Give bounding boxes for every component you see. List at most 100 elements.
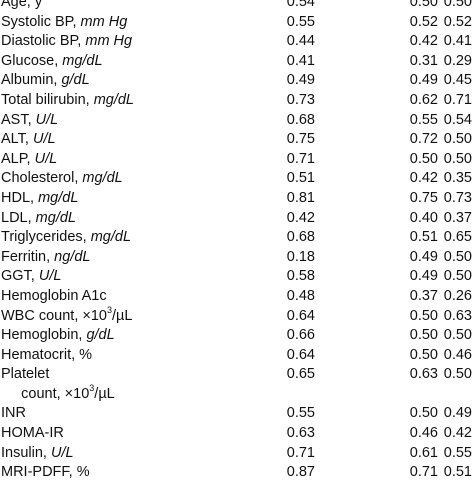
unit-label: mg/dL — [35, 209, 76, 226]
table-row: count, ×103/µL — [0, 383, 474, 405]
row-label: INR — [1, 405, 26, 422]
unit-label: mg/dL — [62, 52, 103, 69]
row-label: HOMA-IR — [1, 425, 64, 442]
cell-value-col2: 0.49 — [409, 268, 438, 285]
cell-value-col2: 0.62 — [409, 91, 438, 108]
cell-value-col3: 0.50 — [443, 248, 472, 265]
table-row: Ferritin, ng/dL 0.18 0.49 0.50 — [0, 248, 474, 268]
unit-tail: /µL — [94, 385, 115, 402]
cell-value-col2: 0.52 — [409, 13, 438, 30]
cell-value-col1: 0.73 — [286, 91, 315, 108]
unit-label: ng/dL — [54, 248, 91, 265]
cell-value-col2: 0.50 — [409, 346, 438, 363]
table-row: LDL, mg/dL 0.42 0.40 0.37 — [0, 209, 474, 229]
cell-value-col3: 0.54 — [443, 111, 472, 128]
table-row: Age, y 0.54 0.50 0.50 — [0, 0, 474, 13]
table-row: AST, U/L 0.68 0.55 0.54 — [0, 111, 474, 131]
row-label: Cholesterol, mg/dL — [1, 170, 123, 187]
table-row: HOMA-IR 0.63 0.46 0.42 — [0, 424, 474, 444]
row-label: Diastolic BP, mm Hg — [1, 33, 133, 50]
cell-value-col3: 0.52 — [443, 13, 472, 30]
cell-value-col3: 0.50 — [443, 327, 472, 344]
cell-value-col2: 0.42 — [409, 170, 438, 187]
unit-label: U/L — [32, 131, 56, 148]
unit-label: mg/dL — [90, 229, 132, 246]
table-row: Hemoglobin A1c 0.48 0.37 0.26 — [0, 287, 474, 307]
row-label: count, ×103/µL — [1, 383, 115, 402]
table-row: GGT, U/L 0.58 0.49 0.50 — [0, 267, 474, 287]
cell-value-col2: 0.49 — [409, 248, 438, 265]
cell-value-col3: 0.46 — [443, 346, 472, 363]
cell-value-col2: 0.55 — [409, 111, 438, 128]
unit-exponent: 3 — [89, 383, 95, 394]
cell-value-col3: 0.63 — [443, 307, 472, 324]
cell-value-col1: 0.71 — [286, 150, 315, 167]
cell-value-col2: 0.51 — [409, 229, 438, 246]
row-label: HDL, mg/dL — [1, 189, 79, 206]
unit-exponent: 3 — [106, 304, 112, 315]
cell-value-col1: 0.64 — [286, 346, 315, 363]
cell-value-col1: 0.81 — [286, 189, 315, 206]
cell-value-col2: 0.63 — [409, 366, 438, 383]
cell-value-col1: 0.54 — [286, 0, 315, 10]
cell-value-col1: 0.42 — [286, 209, 315, 226]
unit-tail: /µL — [112, 307, 133, 324]
row-label: GGT, U/L — [1, 268, 62, 285]
cell-value-col3: 0.50 — [443, 131, 472, 148]
row-label: Ferritin, ng/dL — [1, 248, 91, 265]
cell-value-col3: 0.42 — [443, 425, 472, 442]
table-row: Platelet 0.65 0.63 0.50 — [0, 365, 474, 385]
cell-value-col3: 0.26 — [443, 287, 472, 304]
row-label: Albumin, g/dL — [1, 72, 90, 89]
cell-value-col1: 0.75 — [286, 131, 315, 148]
cell-value-col1: 0.71 — [286, 444, 315, 461]
row-label: Hemoglobin, g/dL — [1, 327, 115, 344]
cell-value-col1: 0.64 — [286, 307, 315, 324]
unit-label: U/L — [35, 111, 59, 128]
cell-value-col1: 0.63 — [286, 425, 315, 442]
cell-value-col2: 0.40 — [409, 209, 438, 226]
cell-value-col3: 0.50 — [443, 268, 472, 285]
table-row: Hemoglobin, g/dL 0.66 0.50 0.50 — [0, 326, 474, 346]
table-row: HDL, mg/dL 0.81 0.75 0.73 — [0, 189, 474, 209]
table-row: Total bilirubin, mg/dL 0.73 0.62 0.71 — [0, 91, 474, 111]
cell-value-col2: 0.46 — [409, 425, 438, 442]
cell-value-col1: 0.49 — [286, 72, 315, 89]
cell-value-col2: 0.50 — [409, 405, 438, 422]
cell-value-col2: 0.42 — [409, 33, 438, 50]
table-row: Diastolic BP, mm Hg 0.44 0.42 0.41 — [0, 32, 474, 52]
cell-value-col1: 0.18 — [286, 248, 315, 265]
table-row: WBC count, ×103/µL 0.64 0.50 0.63 — [0, 304, 474, 327]
cell-value-col2: 0.50 — [409, 0, 438, 10]
table-row: Hematocrit, % 0.64 0.50 0.46 — [0, 346, 474, 366]
cell-value-col1: 0.44 — [286, 33, 315, 50]
cell-value-col2: 0.50 — [409, 307, 438, 324]
unit-label: mg/dL — [38, 189, 79, 206]
row-label: Total bilirubin, mg/dL — [1, 91, 134, 108]
table-row: Cholesterol, mg/dL 0.51 0.42 0.35 — [0, 169, 474, 189]
row-label: LDL, mg/dL — [1, 209, 76, 226]
unit-label: mm Hg — [85, 33, 133, 50]
cell-value-col3: 0.50 — [443, 0, 472, 10]
cell-value-col2: 0.31 — [409, 52, 438, 69]
row-label: ALT, U/L — [1, 131, 56, 148]
table-row: ALP, U/L 0.71 0.50 0.50 — [0, 150, 474, 170]
cell-value-col3: 0.65 — [443, 229, 472, 246]
unit-label: mm Hg — [80, 13, 128, 30]
row-label: Insulin, U/L — [1, 444, 74, 461]
cell-value-col3: 0.50 — [443, 366, 472, 383]
table-row: INR 0.55 0.50 0.49 — [0, 404, 474, 424]
row-label: Glucose, mg/dL — [1, 52, 103, 69]
unit-label: U/L — [34, 150, 58, 167]
row-label: Hemoglobin A1c — [1, 287, 107, 304]
table-row: Albumin, g/dL 0.49 0.49 0.45 — [0, 71, 474, 91]
table-row: Insulin, U/L 0.71 0.61 0.55 — [0, 444, 474, 464]
cell-value-col2: 0.50 — [409, 327, 438, 344]
table-row: Glucose, mg/dL 0.41 0.31 0.29 — [0, 52, 474, 72]
cell-value-col1: 0.55 — [286, 13, 315, 30]
cell-value-col2: 0.61 — [409, 444, 438, 461]
row-label: Age, y — [1, 0, 43, 10]
row-label: ALP, U/L — [1, 150, 58, 167]
cell-value-col3: 0.37 — [443, 209, 472, 226]
